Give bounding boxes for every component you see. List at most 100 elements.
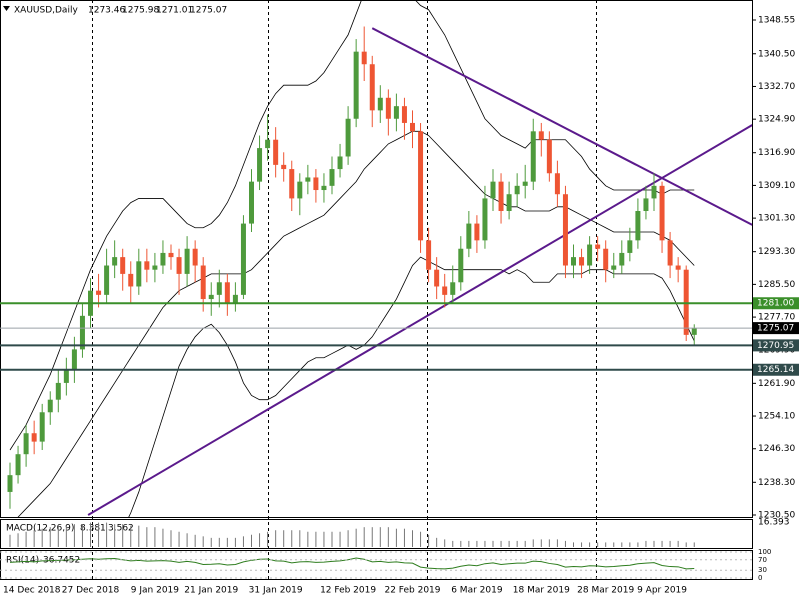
rsi-line xyxy=(9,557,695,570)
candle-body xyxy=(249,181,254,224)
candle-body xyxy=(192,248,198,266)
y-tick-label: 1332.70 xyxy=(758,82,795,92)
x-tick-label: 22 Feb 2019 xyxy=(384,586,440,596)
y-tick-label: 1285.50 xyxy=(758,280,795,290)
candle-body xyxy=(31,433,37,442)
y-tick-label: 1261.90 xyxy=(758,379,795,389)
candle-body xyxy=(104,265,110,295)
y-tick-label: 1254.10 xyxy=(758,412,795,422)
y-tick-label: 1230.50 xyxy=(758,511,795,521)
candle-body xyxy=(47,399,53,413)
candle-body xyxy=(265,139,271,149)
candle-body xyxy=(538,131,544,140)
candle-body xyxy=(635,210,641,241)
rsi-tick-label: 70 xyxy=(758,556,767,564)
trendline xyxy=(371,27,752,226)
level-tag xyxy=(753,297,799,310)
rsi-tick-label: 0 xyxy=(758,574,762,582)
y-tick-label: 1316.90 xyxy=(758,148,795,158)
candle-body xyxy=(506,194,512,211)
candle-body xyxy=(562,194,568,266)
y-tick-label: 1238.30 xyxy=(758,478,795,488)
candle-body xyxy=(96,290,102,295)
y-tick-label: 1340.50 xyxy=(758,49,795,59)
candle-body xyxy=(434,269,440,287)
candle-body xyxy=(498,181,504,211)
candle-body xyxy=(474,223,480,241)
chart-title: XAUUSD,Daily xyxy=(14,6,78,16)
candle-body xyxy=(675,265,681,270)
candle-body xyxy=(353,51,359,119)
candle-body xyxy=(667,240,673,266)
candle-body xyxy=(313,177,319,191)
period-separators xyxy=(92,0,597,580)
candle-body xyxy=(595,244,601,249)
candle-body xyxy=(490,181,496,199)
candle-body xyxy=(136,261,142,287)
candle-body xyxy=(627,240,633,253)
candle-body xyxy=(240,223,246,295)
candle-body xyxy=(345,118,351,157)
y-tick-label: 1293.30 xyxy=(758,247,795,257)
candle-body xyxy=(184,248,190,274)
candle-body xyxy=(79,315,85,350)
candle-body xyxy=(410,122,415,132)
y-tick-label: 1324.90 xyxy=(758,115,795,125)
frames xyxy=(0,0,753,580)
candle-body xyxy=(458,248,464,283)
y-tick-label: 1301.30 xyxy=(758,214,795,224)
candle-body xyxy=(659,185,665,241)
candle-body xyxy=(224,282,230,304)
candle-body xyxy=(546,139,552,174)
x-tick-label: 9 Jan 2019 xyxy=(131,586,179,596)
candle-body xyxy=(530,131,536,182)
current-price-tag xyxy=(753,322,799,335)
candle-body xyxy=(55,382,61,400)
candle-body xyxy=(120,257,126,274)
candle-body xyxy=(232,294,238,304)
y-tick-label: 1246.30 xyxy=(758,444,795,454)
candle-body xyxy=(257,148,263,182)
candle-body xyxy=(603,248,609,270)
rsi-tick-label: 100 xyxy=(758,548,771,556)
candle-body xyxy=(305,177,311,182)
x-tick-label: 12 Feb 2019 xyxy=(320,586,376,596)
macd-frame xyxy=(0,519,753,549)
price-plot xyxy=(7,0,752,518)
ohlc-low: 1271.01 xyxy=(156,6,193,16)
candle-body xyxy=(442,286,448,295)
candle-body xyxy=(128,273,134,287)
level-label: 1270.95 xyxy=(757,341,794,351)
symbol-marker xyxy=(3,6,10,11)
trendline xyxy=(87,124,752,516)
candle-body xyxy=(522,181,528,186)
level-tag xyxy=(753,339,799,352)
x-tick-label: 27 Dec 2018 xyxy=(62,586,120,596)
band-line xyxy=(9,0,695,451)
y-tick-label: 1309.10 xyxy=(758,181,795,191)
y-tick-label: 1277.70 xyxy=(758,313,795,323)
candle-body xyxy=(450,282,456,295)
candle-body xyxy=(112,257,118,266)
candle-body xyxy=(321,185,327,191)
candle-body xyxy=(160,252,166,266)
candle-body xyxy=(297,181,303,199)
candle-body xyxy=(168,252,174,258)
candle-body xyxy=(611,265,617,270)
macd-signal: 3.562 xyxy=(108,524,134,534)
candle-body xyxy=(385,97,391,119)
candle-body xyxy=(619,252,625,266)
candle-body xyxy=(63,370,69,383)
rsi-tick-label: 30 xyxy=(758,566,767,574)
candle-body xyxy=(337,156,343,170)
band-line xyxy=(16,130,695,518)
main-frame xyxy=(0,0,753,518)
rsi-label: RSI(14) xyxy=(6,556,39,566)
level-label: 1281.00 xyxy=(757,299,794,309)
candle-body xyxy=(393,106,399,119)
candle-body xyxy=(643,198,649,211)
band-line xyxy=(127,256,695,518)
candle-body xyxy=(691,328,697,335)
